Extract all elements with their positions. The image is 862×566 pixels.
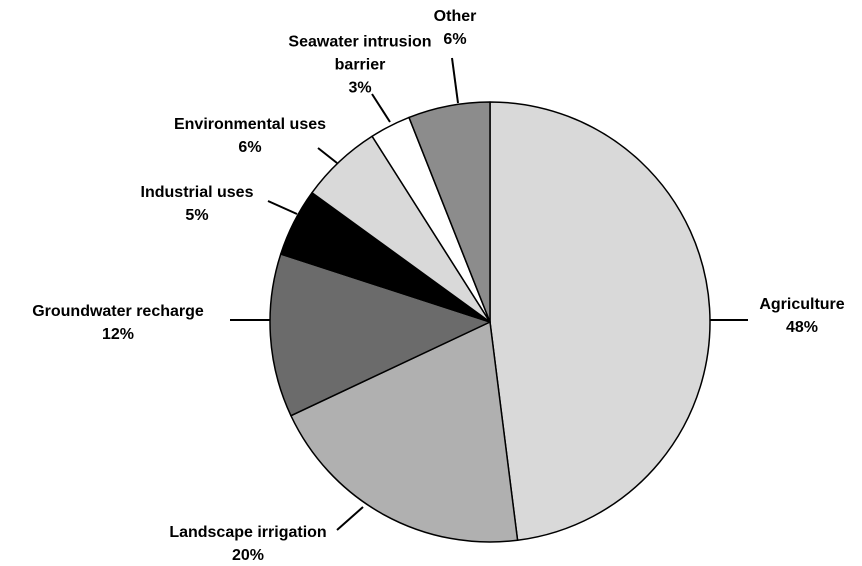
leader-line bbox=[371, 93, 391, 123]
category-label: Seawater intrusion barrier bbox=[288, 33, 432, 74]
category-label: Groundwater recharge bbox=[32, 303, 204, 320]
value-label: 6% bbox=[238, 139, 262, 156]
leader-line bbox=[336, 506, 364, 531]
value-label: 48% bbox=[785, 319, 819, 336]
pie bbox=[269, 101, 711, 543]
category-label: Other bbox=[433, 8, 477, 25]
pie-slice bbox=[489, 101, 711, 542]
value-label: 6% bbox=[443, 31, 467, 48]
pie-slice bbox=[269, 253, 491, 417]
slice-label: Environmental uses 6% bbox=[174, 113, 326, 159]
slice-label: Groundwater recharge 12% bbox=[32, 300, 204, 346]
pie-slice bbox=[408, 101, 491, 323]
category-label: Industrial uses bbox=[140, 184, 254, 201]
pie-slice bbox=[290, 321, 519, 543]
slice-label: Agriculture 48% bbox=[759, 293, 844, 339]
leader-line bbox=[317, 147, 338, 164]
slice-label: Other 6% bbox=[434, 5, 477, 51]
slice-label: Industrial uses 5% bbox=[141, 181, 254, 227]
value-label: 20% bbox=[231, 547, 265, 564]
category-label: Environmental uses bbox=[173, 116, 327, 133]
leader-line bbox=[451, 57, 459, 104]
value-label: 3% bbox=[348, 79, 372, 97]
value-label: 5% bbox=[185, 207, 209, 224]
slice-label: Seawater intrusion barrier 3% bbox=[285, 31, 435, 100]
leader-line bbox=[267, 200, 298, 215]
category-label: Landscape irrigation bbox=[169, 524, 327, 541]
slice-label: Landscape irrigation 20% bbox=[169, 521, 326, 566]
value-label: 12% bbox=[101, 326, 135, 343]
category-label: Agriculture bbox=[759, 296, 845, 313]
